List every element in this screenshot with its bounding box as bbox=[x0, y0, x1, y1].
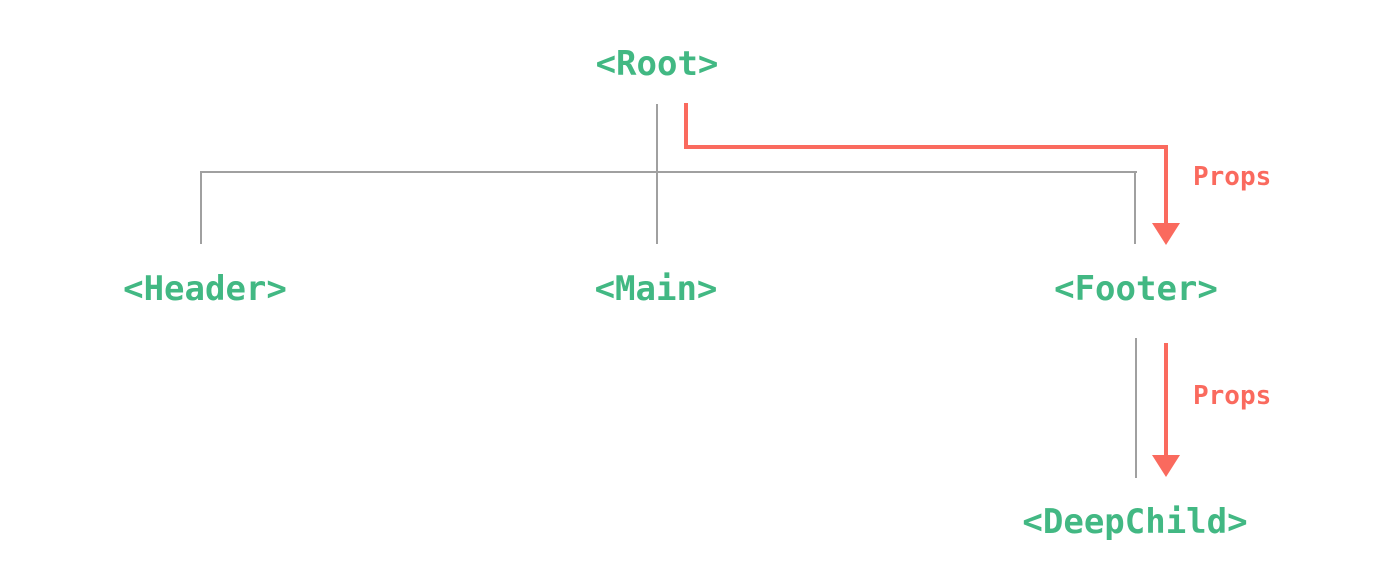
arrow-down-icon bbox=[1152, 455, 1180, 477]
node-main: <Main> bbox=[594, 269, 718, 309]
props-label-root-to-footer: Props bbox=[1193, 162, 1272, 192]
tree-line-connector bbox=[200, 171, 1137, 173]
arrow-segment-vertical-start bbox=[684, 103, 688, 149]
arrow-segment-vertical-end bbox=[1164, 145, 1168, 223]
node-header: <Header> bbox=[123, 269, 287, 309]
arrow-down-icon bbox=[1152, 223, 1180, 245]
node-deepchild: <DeepChild> bbox=[1022, 502, 1248, 542]
arrow-segment-horizontal bbox=[684, 145, 1168, 149]
props-label-footer-to-deepchild: Props bbox=[1193, 381, 1272, 411]
node-root: <Root> bbox=[595, 44, 719, 84]
arrow-segment-vertical bbox=[1164, 343, 1168, 455]
tree-line-header-drop bbox=[200, 171, 202, 244]
node-footer: <Footer> bbox=[1054, 269, 1218, 309]
tree-line-footer-to-deepchild bbox=[1135, 338, 1137, 478]
tree-line-root-stem bbox=[656, 104, 658, 244]
tree-line-footer-drop bbox=[1134, 171, 1136, 244]
